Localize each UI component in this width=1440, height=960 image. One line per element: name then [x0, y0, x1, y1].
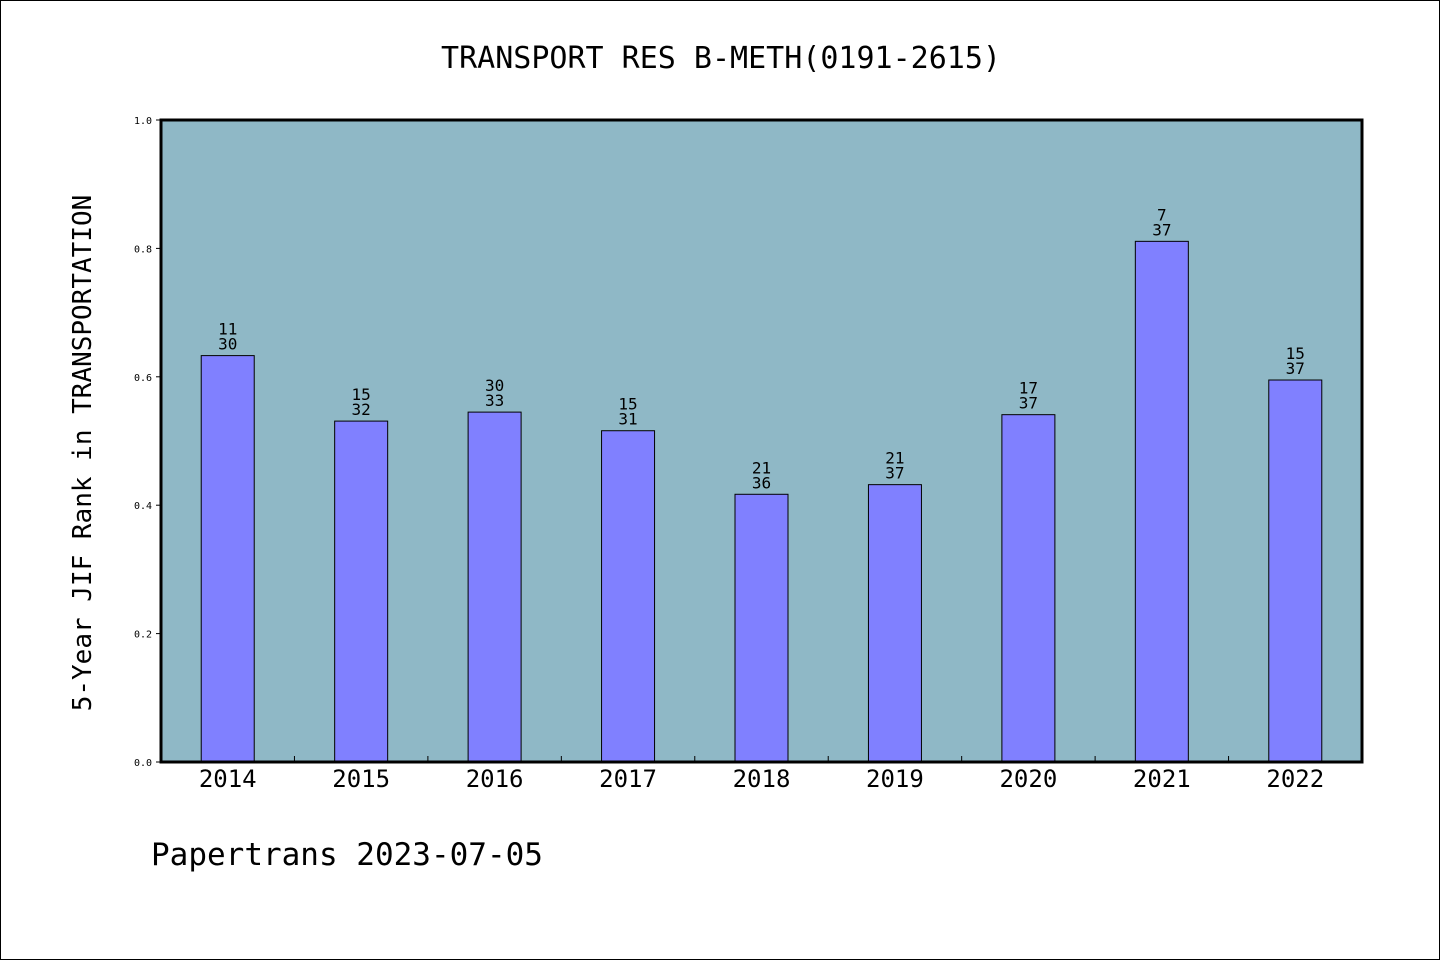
chart-title: TRANSPORT RES B-METH(0191-2615)	[441, 41, 1001, 76]
bar-label-rank: 21	[752, 458, 771, 477]
bar-label-total: 33	[485, 391, 504, 410]
bar-label-total: 37	[1019, 394, 1038, 413]
y-axis-label: 5-Year JIF Rank in TRANSPORTATION	[68, 195, 98, 712]
y-tick-label: 0.8	[134, 244, 152, 255]
x-tick-label: 2022	[1266, 765, 1324, 793]
footer-text: Papertrans 2023-07-05	[151, 837, 543, 873]
bar-2016	[467, 411, 522, 763]
bar-label-rank: 17	[1019, 379, 1038, 398]
bar-2017	[601, 430, 656, 763]
bar-label-rank: 7	[1157, 205, 1167, 224]
bars-group	[200, 240, 1323, 763]
x-tick-label: 2014	[199, 765, 257, 793]
x-tick-label: 2018	[733, 765, 791, 793]
y-tick-label: 0.6	[134, 373, 152, 384]
x-tick-label: 2017	[599, 765, 657, 793]
bar-label-total: 31	[618, 410, 637, 429]
bar-label-rank: 21	[885, 449, 904, 468]
bar-label-total: 36	[752, 473, 771, 492]
y-axis: 0.0 0.2 0.4 0.6 0.8 1.0	[134, 116, 161, 769]
plot-frame	[159, 118, 1364, 764]
bar-label-rank: 30	[485, 376, 504, 395]
x-tick-label: 2015	[332, 765, 390, 793]
bar-2020	[1001, 414, 1056, 763]
bar-label-total: 37	[885, 464, 904, 483]
bar-2015	[334, 420, 389, 763]
y-tick-label: 1.0	[134, 116, 152, 127]
x-axis: 2014 2015 2016 2017 2018 2019 2020 2021 2022	[199, 756, 1324, 793]
bar-label-rank: 15	[352, 385, 371, 404]
bar-2022	[1268, 379, 1323, 763]
bar-2019	[867, 484, 922, 763]
y-tick-label: 0.2	[134, 630, 152, 641]
bar-label-total: 37	[1152, 220, 1171, 239]
bar-2021	[1134, 240, 1189, 763]
bar-2018	[734, 493, 789, 763]
bar-label-total: 30	[218, 335, 237, 354]
bar-2014	[200, 355, 255, 763]
x-tick-label: 2016	[466, 765, 524, 793]
x-tick-label: 2021	[1133, 765, 1191, 793]
x-tick-label: 2019	[866, 765, 924, 793]
bar-label-rank: 15	[1286, 344, 1305, 363]
x-tick-label: 2020	[999, 765, 1057, 793]
bar-label-total: 37	[1286, 359, 1305, 378]
bar-label-rank: 15	[618, 395, 637, 414]
y-tick-label: 0.4	[134, 501, 152, 512]
y-tick-label: 0.0	[134, 758, 152, 769]
bar-label-rank: 11	[218, 320, 237, 339]
bar-label-total: 32	[352, 400, 371, 419]
